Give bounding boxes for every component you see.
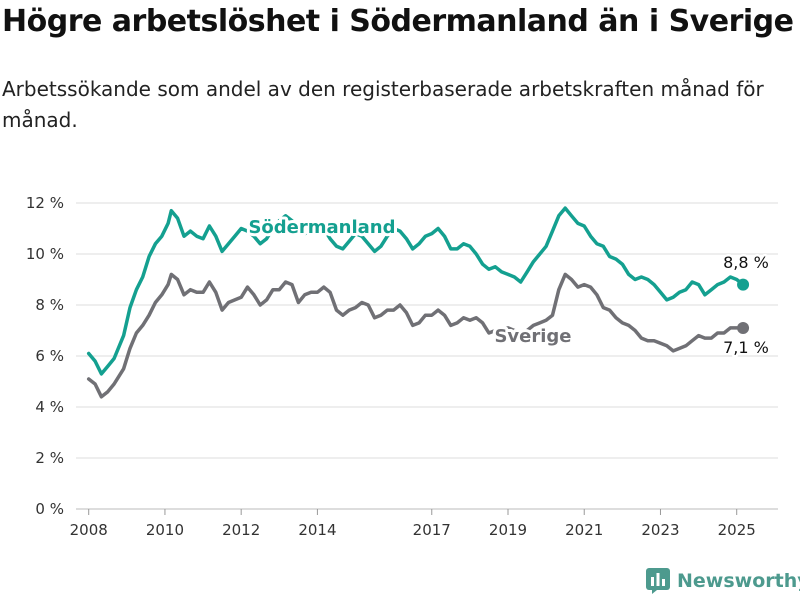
y-tick-label: 12 % [26, 194, 64, 212]
series-lines [86, 206, 750, 399]
x-tick-label: 2019 [489, 521, 527, 539]
x-tick-label: 2021 [565, 521, 603, 539]
gridlines [76, 202, 778, 510]
axis-ticks: 0 % 2 % 4 % 6 % 8 % 10 % 12 % 2008 2010 2012 2014 2… [26, 194, 756, 539]
chart-labels: Södermanland Sverige 8,8 % 7,1 % [245, 214, 771, 360]
series-line-sverige [86, 272, 745, 399]
series-label-sverige: Sverige [494, 326, 571, 347]
chart-title: Högre arbetslöshet i Södermanland än i S… [2, 4, 794, 39]
end-point-sodermanland [737, 278, 750, 291]
x-tick-label: 2023 [641, 521, 679, 539]
newsworthy-logo-icon [646, 568, 670, 594]
x-tick-label: 2010 [146, 521, 184, 539]
x-tick-label: 2025 [718, 521, 756, 539]
y-tick-label: 0 % [35, 500, 64, 518]
brand-name: Newsworthy [677, 570, 800, 592]
y-tick-label: 10 % [26, 245, 64, 263]
y-tick-label: 4 % [35, 398, 64, 416]
end-label-sodermanland: 8,8 % [723, 253, 769, 272]
x-tick-label: 2008 [70, 521, 108, 539]
series-line-sodermanland [86, 206, 745, 376]
newsworthy-brand: Newsworthy [646, 568, 800, 594]
chart-subtitle: Arbetssökande som andel av den registerb… [2, 77, 764, 132]
end-label-sverige: 7,1 % [723, 338, 769, 357]
series-label-sodermanland: Södermanland [248, 217, 395, 238]
x-tick-label: 2012 [222, 521, 260, 539]
y-tick-label: 8 % [35, 296, 64, 314]
x-tick-label: 2014 [298, 521, 336, 539]
x-tick-label: 2017 [413, 521, 451, 539]
y-tick-label: 6 % [35, 347, 64, 365]
end-point-sverige [737, 321, 750, 334]
y-tick-label: 2 % [35, 449, 64, 467]
